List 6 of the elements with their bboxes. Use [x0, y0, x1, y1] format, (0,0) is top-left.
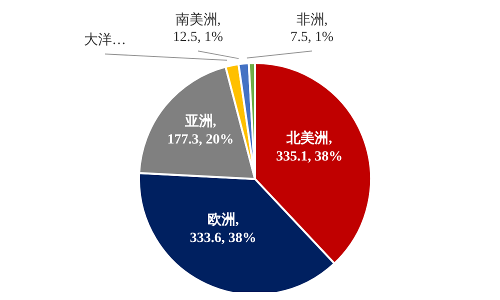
slice-label: 亚洲, 177.3, 20%: [167, 114, 234, 148]
slice-label: 北美洲, 335.1, 38%: [276, 130, 343, 164]
slice-label: 大洋…: [84, 32, 126, 48]
slice-label: 南美洲, 12.5, 1%: [172, 12, 224, 45]
slice-label: 欧洲, 333.6, 38%: [190, 212, 256, 246]
slice-label: 非洲, 7.5, 1%: [290, 12, 334, 45]
